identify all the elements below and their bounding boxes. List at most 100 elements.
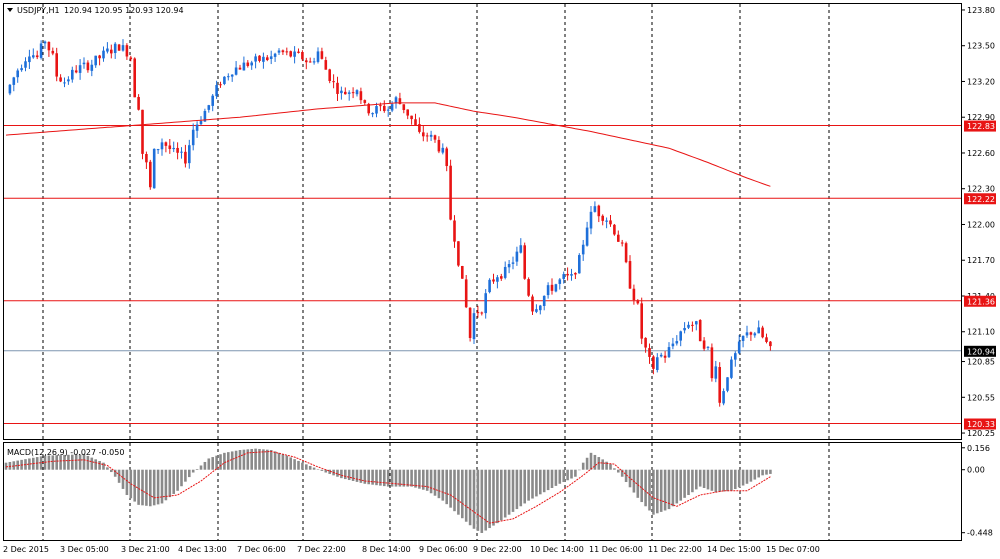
macd-bar: [211, 457, 214, 470]
candle-body: [301, 52, 304, 60]
level-label-bg: [964, 418, 996, 430]
candle-body: [340, 90, 343, 94]
level-label: 120.33: [967, 420, 995, 429]
candle-body: [687, 324, 690, 328]
macd-bar: [94, 459, 97, 470]
candle-body: [496, 277, 499, 282]
candle-body: [613, 224, 616, 235]
macd-bar: [149, 469, 152, 507]
candle-body: [51, 50, 55, 54]
candle-body: [188, 145, 191, 164]
macd-bar: [242, 449, 246, 470]
macd-bar: [398, 469, 402, 487]
candle-body: [468, 307, 472, 338]
macd-bar: [246, 449, 250, 470]
y-tick-label: 123.50: [967, 42, 995, 51]
candle-body: [449, 165, 452, 220]
level-labels: 122.83 122.22 121.36 120.33 120.94: [964, 120, 996, 430]
candle-body: [328, 69, 331, 81]
candle-body: [542, 295, 546, 306]
level-label-bg: [964, 120, 996, 132]
candle-body: [277, 50, 281, 53]
candle-body: [659, 354, 663, 357]
candle-body: [12, 77, 16, 85]
macd-bar: [461, 469, 464, 519]
candle-body: [281, 50, 285, 53]
x-tick-label: 9 Dec 06:00: [419, 545, 468, 554]
candle-body: [714, 366, 718, 379]
macd-bar: [308, 465, 312, 470]
candle-body: [406, 109, 409, 116]
macd-bar: [28, 458, 31, 470]
candle-body: [156, 149, 160, 151]
candle-body: [644, 337, 647, 348]
macd-bar: [578, 469, 581, 471]
macd-bar: [250, 448, 253, 470]
candle-body: [32, 55, 35, 58]
candle-body: [593, 206, 597, 212]
candle-body: [546, 285, 550, 296]
macd-bar: [254, 448, 257, 470]
candle-body: [550, 284, 554, 291]
macd-bar: [312, 467, 316, 470]
y-tick-label: 122.60: [967, 149, 995, 158]
macd-bar: [496, 469, 499, 524]
candle-body: [344, 91, 347, 95]
macd-bar: [531, 469, 534, 499]
macd-bar: [203, 461, 207, 470]
candle-body: [106, 48, 109, 52]
macd-bar: [761, 469, 764, 476]
candle-body: [519, 245, 523, 253]
candle-body: [585, 227, 589, 246]
candle-body: [620, 242, 624, 244]
candle-body: [488, 279, 491, 293]
macd-bar: [527, 469, 530, 501]
macd-bar: [16, 460, 19, 470]
symbol-label: USDJPY,H1: [17, 6, 60, 15]
candle-body: [211, 95, 214, 106]
macd-bar: [554, 469, 558, 486]
macd-tick-label: -0.448: [967, 529, 993, 538]
macd-bar: [566, 469, 569, 481]
x-tick-label: 10 Dec 14:00: [530, 545, 584, 554]
candle-body: [578, 255, 581, 274]
candle-body: [640, 303, 643, 339]
macd-bar: [340, 469, 343, 479]
macd-bar: [164, 469, 168, 501]
macd-bar: [273, 451, 277, 470]
macd-bar: [152, 469, 156, 506]
candle-body: [566, 273, 569, 276]
macd-bar: [601, 459, 604, 470]
candle-body: [765, 337, 768, 342]
candle-body: [648, 348, 651, 357]
macd-bar: [433, 469, 437, 496]
macd-bar: [449, 469, 452, 508]
candle-body: [679, 331, 682, 341]
macd-bar: [371, 469, 374, 485]
x-tick-label: 3 Dec 21:00: [121, 545, 170, 554]
candle-body: [757, 327, 760, 334]
y-tick-label: 120.85: [967, 358, 995, 367]
macd-bar: [480, 469, 484, 533]
candle-body: [273, 53, 277, 57]
macd-bar: [379, 469, 382, 486]
candle-body: [59, 77, 62, 82]
candle-body: [125, 45, 129, 57]
candle-body: [433, 135, 437, 140]
candle-body: [472, 313, 476, 340]
dropdown-triangle-icon[interactable]: [7, 8, 13, 12]
candle-body: [652, 356, 655, 369]
level-label: 122.83: [967, 122, 995, 131]
macd-bar: [390, 469, 394, 487]
candle-body: [749, 332, 753, 335]
macd-bar: [734, 469, 737, 490]
current-price-bg: [964, 345, 996, 357]
candle-body: [35, 55, 39, 58]
candle-body: [227, 76, 230, 78]
candle-body: [511, 262, 515, 264]
y-tick-label: 122.00: [967, 220, 995, 229]
macd-bar: [562, 469, 565, 483]
candle-body: [266, 57, 269, 61]
macd-bar: [121, 469, 125, 489]
